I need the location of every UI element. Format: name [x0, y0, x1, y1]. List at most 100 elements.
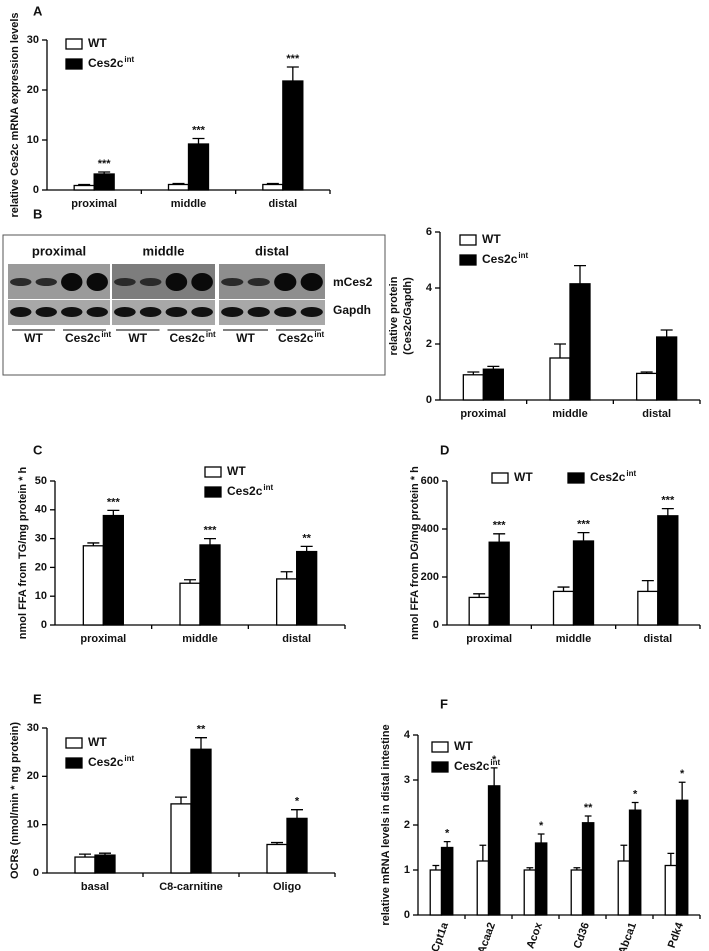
superscript: int [518, 251, 528, 260]
blot-group-label: WT [236, 331, 255, 345]
y-axis-label: OCRs (nmol/min * mg protein) [9, 722, 21, 879]
error-bar [487, 365, 500, 370]
bar [468, 596, 490, 626]
blot-band [139, 307, 162, 317]
bar [675, 799, 689, 916]
blot-band [221, 278, 244, 286]
error-bar [641, 579, 654, 592]
legend-label: Ces2c [454, 759, 490, 773]
y-tick-label: 20 [27, 770, 39, 782]
bar [429, 869, 443, 916]
superscript: int [101, 330, 111, 339]
y-tick-label: 50 [35, 475, 47, 487]
blot-region-label: proximal [32, 243, 86, 258]
error-bar [526, 867, 534, 870]
bar [170, 803, 192, 874]
error-bar [577, 531, 590, 541]
y-tick-label: 200 [421, 571, 439, 583]
bar [82, 545, 104, 626]
legend-label: Ces2c [227, 484, 263, 498]
y-tick-label: 0 [426, 394, 432, 406]
legend-label: WT [227, 464, 246, 478]
error-bar [300, 545, 313, 552]
bar [488, 541, 510, 626]
blot-band [221, 307, 244, 317]
significance: ** [584, 802, 593, 814]
legend-swatch [567, 472, 585, 484]
bar [656, 336, 678, 401]
superscript: int [263, 483, 273, 492]
superscript: int [490, 758, 500, 767]
legend-swatch [65, 38, 83, 50]
bar [179, 582, 201, 626]
legend-label: Ces2c [482, 252, 518, 266]
x-tick-label: Cd36 [572, 921, 592, 950]
blot-band [247, 278, 270, 286]
y-tick-label: 20 [27, 84, 39, 96]
legend-swatch [65, 757, 83, 769]
x-tick-label: Acox [525, 920, 546, 950]
y-tick-label: 4 [404, 729, 411, 741]
y-axis-label: nmol FFA from DG/mg protein * h [409, 466, 421, 640]
error-bar [661, 507, 674, 516]
error-bar [678, 781, 686, 801]
blot-group-label: Ces2c [278, 331, 314, 345]
bar [462, 374, 484, 401]
blot-band [10, 307, 32, 317]
panel-label: A [33, 3, 43, 18]
legend-swatch [459, 234, 477, 246]
legend-label: WT [88, 735, 107, 749]
y-axis-label: nmol FFA from TG/mg protein * h [17, 466, 29, 639]
significance: ** [302, 532, 311, 544]
x-tick-label: Pdk4 [666, 920, 687, 950]
error-bar [620, 844, 628, 861]
error-bar [291, 809, 303, 819]
error-bar [78, 183, 91, 186]
significance: * [295, 796, 300, 808]
significance: *** [192, 124, 206, 136]
blot-band [300, 273, 323, 291]
error-bar [631, 801, 639, 811]
legend-swatch [204, 466, 222, 478]
x-tick-label: C8-carnitine [159, 881, 223, 893]
y-tick-label: 400 [421, 523, 439, 535]
error-bar [107, 509, 120, 516]
legend-label: WT [88, 36, 107, 50]
y-tick-label: 40 [35, 504, 47, 516]
x-tick-label: distal [643, 633, 672, 645]
significance: *** [577, 519, 591, 531]
blot-band [10, 278, 32, 286]
bar [440, 846, 454, 916]
bar [262, 183, 284, 191]
blot-band [247, 307, 270, 317]
bar [73, 184, 95, 191]
significance: * [680, 768, 685, 780]
blot-band [139, 278, 162, 286]
y-tick-label: 6 [426, 226, 432, 238]
x-tick-label: middle [171, 198, 206, 210]
bar [636, 372, 658, 401]
x-tick-label: proximal [466, 633, 512, 645]
error-bar [192, 137, 205, 144]
x-tick-label: proximal [460, 408, 506, 420]
x-tick-label: distal [282, 633, 311, 645]
error-bar [87, 542, 100, 546]
significance: * [492, 754, 497, 766]
error-bar [667, 852, 675, 866]
bar [617, 860, 631, 916]
error-bar [175, 796, 187, 804]
superscript: int [124, 55, 134, 64]
y-tick-label: 4 [426, 282, 433, 294]
y-tick-label: 2 [426, 338, 432, 350]
x-tick-label: distal [642, 408, 671, 420]
y-tick-label: 0 [33, 867, 39, 879]
bar [572, 540, 595, 626]
x-tick-label: Abca1 [616, 921, 639, 951]
error-bar [640, 371, 653, 374]
legend-swatch [431, 761, 449, 773]
error-bar [266, 182, 279, 185]
error-bar [574, 264, 586, 284]
significance: *** [493, 520, 507, 532]
